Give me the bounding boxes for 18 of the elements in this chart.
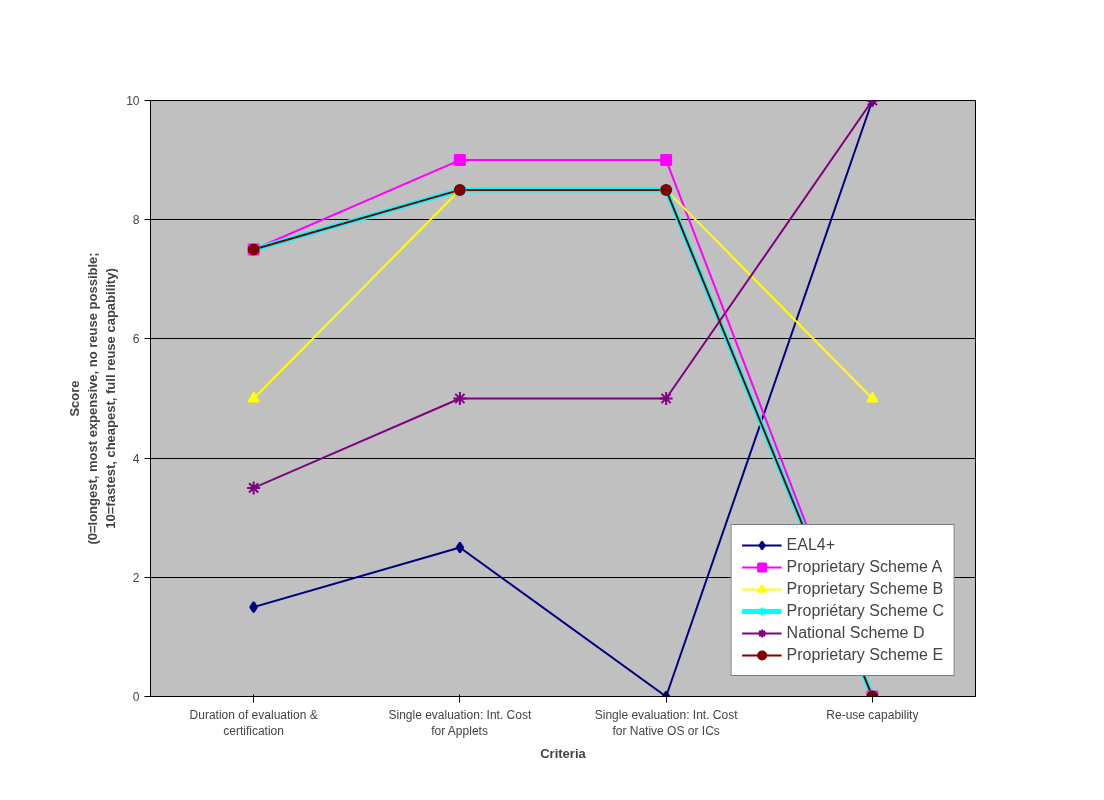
legend-label: Proprietary Scheme A xyxy=(786,558,943,576)
x-tick-label: Single evaluation: Int. Cost for Applets xyxy=(388,707,532,739)
x-tick-label: Duration of evaluation & certification xyxy=(189,707,318,739)
x-axis-title: Criteria xyxy=(540,746,587,762)
x-tick-label: Re-use capability xyxy=(826,707,919,722)
y-tick-label: 6 xyxy=(132,332,140,347)
y-tick-label: 2 xyxy=(132,570,140,585)
legend-label: Propriétary Scheme C xyxy=(786,602,944,620)
legend-label: National Scheme D xyxy=(786,624,925,642)
x-tick-label: Single evaluation: Int. Cost for Native OS or ICs xyxy=(594,707,739,739)
y-axis-title: Score (0=longest, most expensive, no reuse possible; 10=fastest, cheapest, full reuse capability) xyxy=(67,252,119,545)
y-tick-label: 10 xyxy=(126,94,140,108)
legend-label: Proprietary Scheme B xyxy=(786,580,944,598)
y-tick-label: 0 xyxy=(132,690,140,704)
legend-label: Proprietary Scheme E xyxy=(786,646,944,664)
y-tick-label: 8 xyxy=(132,213,140,228)
legend-label: EAL4+ xyxy=(786,536,836,554)
y-tick-label: 4 xyxy=(132,451,140,466)
